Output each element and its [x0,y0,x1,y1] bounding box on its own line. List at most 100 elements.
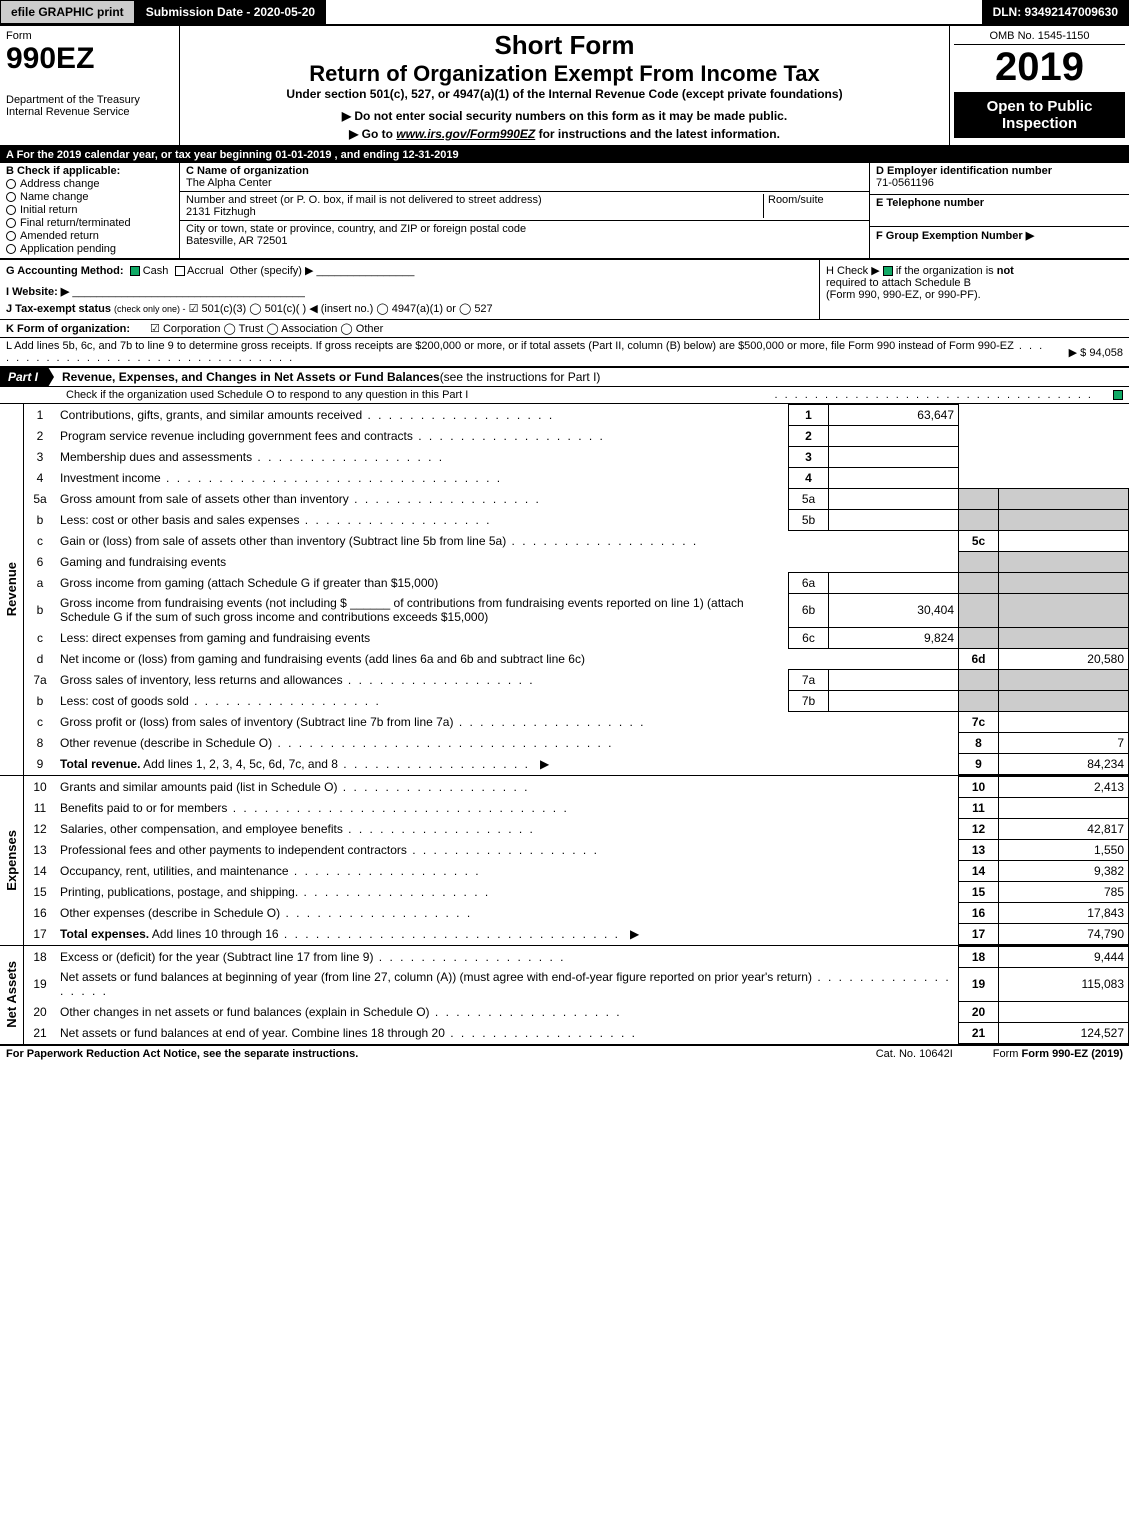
box-d-label: D Employer identification number [876,165,1123,177]
irs-link[interactable]: www.irs.gov/Form990EZ [396,127,535,141]
val-12: 42,817 [999,818,1129,839]
chk-name-change[interactable] [6,192,16,202]
line-l-text: L Add lines 5b, 6c, and 7b to line 9 to … [6,340,1049,364]
mv-6c: 9,824 [829,627,959,648]
val-1: 63,647 [829,405,959,426]
form-title: Return of Organization Exempt From Incom… [186,61,943,87]
chk-part-i-schedule-o[interactable] [1113,390,1123,400]
mv-6a [829,572,959,593]
ssn-warning: ▶ Do not enter social security numbers o… [186,109,943,123]
desc-5a: Gross amount from sale of assets other t… [60,492,541,506]
instr-suffix: for instructions and the latest informat… [535,127,780,141]
desc-6: Gaming and fundraising events [56,552,959,573]
line-h-mid: if the organization is [896,265,997,277]
ln-7a: 7a [24,669,56,690]
desc-7c: Gross profit or (loss) from sales of inv… [56,711,959,732]
desc-11: Benefits paid to or for members [56,797,959,818]
rn-13: 13 [959,839,999,860]
mn-6a: 6a [789,572,829,593]
chk-cash[interactable] [130,266,140,276]
ln-5c: c [24,531,56,552]
part-i-bar: Part I Revenue, Expenses, and Changes in… [0,367,1129,387]
val-19: 115,083 [999,967,1129,1001]
ln-13: 13 [24,839,56,860]
chk-final-return[interactable] [6,218,16,228]
line-j-sub: (check only one) - [114,304,186,314]
box-f-label: F Group Exemption Number ▶ [876,229,1123,242]
desc-13: Professional fees and other payments to … [56,839,959,860]
box-b-label: B Check if applicable: [6,165,173,177]
mn-7a: 7a [789,669,829,690]
chk-accrual[interactable] [175,266,185,276]
dept-line2: Internal Revenue Service [6,106,173,118]
rn-16: 16 [959,902,999,923]
box-c-label: C Name of organization [186,165,863,177]
ln-20: 20 [24,1001,56,1022]
box-def: D Employer identification number 71-0561… [869,163,1129,258]
line-h-4: (Form 990, 990-EZ, or 990-PF). [826,289,981,301]
val-20 [999,1001,1129,1022]
desc-9: Total revenue. Add lines 1, 2, 3, 4, 5c,… [56,753,959,774]
mn-6b: 6b [789,593,829,627]
opt-initial-return: Initial return [20,204,77,216]
chk-application-pending[interactable] [6,244,16,254]
desc-18: Excess or (deficit) for the year (Subtra… [56,946,959,967]
desc-12: Salaries, other compensation, and employ… [56,818,959,839]
desc-14: Occupancy, rent, utilities, and maintena… [56,860,959,881]
identity-block: B Check if applicable: Address change Na… [0,163,1129,260]
page-footer: For Paperwork Reduction Act Notice, see … [0,1045,1129,1062]
opt-amended-return: Amended return [20,230,99,242]
ln-3: 3 [24,447,56,468]
revenue-vert-label: Revenue [2,558,21,620]
cat-no: Cat. No. 10642I [876,1048,953,1060]
line-j-label: J Tax-exempt status [6,303,111,315]
line-k-label: K Form of organization: [6,323,130,335]
desc-7a: Gross sales of inventory, less returns a… [56,669,789,690]
rn-20: 20 [959,1001,999,1022]
omb-number: OMB No. 1545-1150 [954,30,1125,45]
chk-h[interactable] [883,266,893,276]
desc-6c: Less: direct expenses from gaming and fu… [56,627,789,648]
netassets-table: 18Excess or (deficit) for the year (Subt… [24,946,1129,1044]
rn-3: 3 [789,447,829,468]
val-13: 1,550 [999,839,1129,860]
line-h-not: not [997,265,1014,277]
form-word: Form [6,30,173,42]
form-title-block: Short Form Return of Organization Exempt… [180,26,949,145]
rn-21: 21 [959,1022,999,1043]
chk-address-change[interactable] [6,179,16,189]
tax-year: 2019 [954,45,1125,90]
ln-7c: c [24,711,56,732]
submission-date-badge: Submission Date - 2020-05-20 [135,0,326,24]
line-k-opts: ☑ Corporation ◯ Trust ◯ Association ◯ Ot… [150,322,383,335]
ln-18: 18 [24,946,56,967]
opt-final-return: Final return/terminated [20,217,131,229]
line-h-3: required to attach Schedule B [826,277,971,289]
desc-4: Investment income [56,468,789,489]
ln-14: 14 [24,860,56,881]
desc-19: Net assets or fund balances at beginning… [56,967,959,1001]
val-15: 785 [999,881,1129,902]
chk-amended-return[interactable] [6,231,16,241]
desc-20: Other changes in net assets or fund bala… [56,1001,959,1022]
ln-11: 11 [24,797,56,818]
val-9: 84,234 [999,753,1129,774]
ln-16: 16 [24,902,56,923]
box-b: B Check if applicable: Address change Na… [0,163,180,258]
ln-2: 2 [24,426,56,447]
ln-17: 17 [24,923,56,944]
instr-prefix: ▶ Go to [349,127,396,141]
chk-initial-return[interactable] [6,205,16,215]
line-g-label: G Accounting Method: [6,265,124,277]
desc-3: Membership dues and assessments [56,447,789,468]
val-16: 17,843 [999,902,1129,923]
desc-6b: Gross income from fundraising events (no… [56,593,789,627]
desc-5b: Less: cost or other basis and sales expe… [60,513,492,527]
rn-15: 15 [959,881,999,902]
expenses-vert-label: Expenses [2,826,21,895]
efile-print-button[interactable]: efile GRAPHIC print [0,0,135,24]
val-17: 74,790 [999,923,1129,944]
ln-6d: d [24,648,56,669]
mn-6c: 6c [789,627,829,648]
box-c: C Name of organization The Alpha Center … [180,163,869,258]
